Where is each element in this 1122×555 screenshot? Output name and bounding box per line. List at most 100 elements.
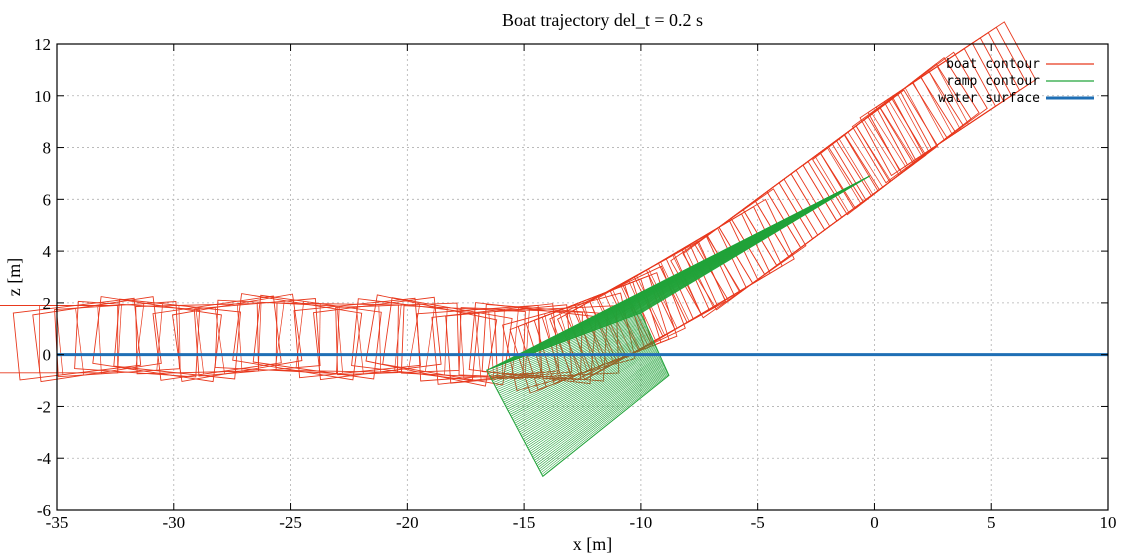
boat-contour-rib: [378, 305, 382, 374]
ramp-contour-line: [509, 337, 653, 413]
ramp-contour-line: [528, 359, 663, 451]
ramp-contour-line: [520, 350, 658, 435]
y-tick-label: 12: [34, 35, 51, 54]
boat-contour-rib: [336, 306, 343, 374]
ramp-contour-line: [508, 336, 652, 412]
ramp-contour-line: [510, 339, 654, 417]
x-axis-label: x [m]: [573, 534, 613, 554]
chart-title: Boat trajectory del_t = 0.2 s: [502, 10, 703, 30]
boat-contour-rib: [904, 87, 937, 146]
ramp-contour-line: [532, 363, 664, 458]
boat-contour-outline: [252, 294, 382, 380]
ramp-contour-line: [523, 353, 660, 440]
boat-contour-outline: [193, 298, 321, 377]
ramp-contour-line: [541, 374, 669, 475]
ramp-contour-line: [523, 354, 660, 442]
ramp-contour-line: [533, 364, 665, 459]
ramp-contour-line: [529, 360, 663, 452]
boat-contour-rib: [195, 307, 205, 375]
x-tick-label: 5: [987, 513, 996, 532]
y-tick-label: 6: [43, 190, 52, 209]
boat-contour-outline: [778, 107, 915, 240]
ramp-contour-line: [493, 320, 645, 383]
legend-label-boat-contour: boat contour: [946, 57, 1040, 72]
ramp-contour-line: [538, 370, 668, 470]
boat-contour-rib: [474, 312, 482, 380]
boat-contour-rib: [936, 66, 969, 125]
boat-contour-outline: [351, 298, 480, 382]
ramp-contour-line: [488, 315, 642, 375]
boat-contour-outline: [92, 296, 222, 383]
ramp-contour-line: [506, 334, 651, 408]
boat-contour-outline: [32, 296, 162, 383]
boat-contour-rib: [863, 119, 900, 176]
ramp-contour-line: [492, 319, 644, 382]
ramp-contour-line: [491, 318, 644, 380]
boat-contour-outline: [54, 301, 180, 378]
boat-contour-rib: [920, 77, 953, 136]
x-tick-label: -15: [513, 513, 536, 532]
boat-contour-rib: [511, 307, 519, 375]
ramp-contour-line: [509, 338, 653, 415]
boat-contour-rib: [501, 309, 505, 377]
boat-contour-rib: [871, 113, 908, 169]
y-tick-label: 0: [43, 346, 52, 365]
ramp-contour-line: [496, 324, 647, 390]
boat-contour-rib: [896, 93, 929, 152]
ramp-contour-line: [530, 361, 664, 454]
legend-label-water-surface: water surface: [938, 91, 1040, 106]
boat-contour-rib: [847, 131, 884, 188]
ramp-contour-line: [539, 372, 668, 472]
boat-contour-outline: [730, 142, 867, 275]
ramp-contour-outline: [485, 312, 670, 478]
ramp-contour-line: [519, 349, 658, 433]
legend-label-ramp-contour: ramp contour: [946, 74, 1040, 89]
boat-contour-rib: [814, 156, 849, 213]
ramp-contour-line: [500, 328, 649, 398]
boat-contour-rib: [75, 308, 85, 376]
boat-contour-rib: [318, 303, 321, 371]
ramp-contour-line: [514, 344, 656, 424]
ramp-contour-line: [515, 345, 656, 426]
ramp-contour-line: [505, 333, 651, 406]
ramp-contour-line: [640, 175, 870, 314]
ramp-contour-line: [525, 356, 661, 445]
boat-contour-outline: [899, 21, 1037, 150]
ramp-contour-line: [536, 367, 666, 465]
x-tick-label: -30: [162, 513, 185, 532]
y-tick-label: 2: [43, 294, 52, 313]
ramp-contour-line: [504, 332, 650, 405]
boat-contour-outline: [742, 134, 879, 267]
boat-contour-outline: [232, 293, 363, 381]
boat-contour-rib: [879, 107, 916, 163]
plot-frame: [56, 43, 1109, 511]
boat-contour-rib: [855, 125, 892, 182]
boat-contour-rib: [117, 304, 122, 372]
boat-contour-layer: [0, 21, 1037, 394]
boat-contour-outline: [113, 298, 241, 380]
ramp-contour-line: [494, 321, 645, 385]
boat-contour-rib: [356, 307, 364, 375]
boat-contour-rib: [394, 303, 402, 371]
x-tick-label: -20: [396, 513, 419, 532]
boat-contour-rib: [295, 301, 305, 369]
boat-contour-rib: [156, 303, 163, 371]
ramp-contour-line: [522, 352, 659, 438]
ramp-contour-line: [501, 329, 649, 399]
ramp-contour-line: [517, 347, 657, 429]
boat-contour-outline: [365, 294, 498, 387]
ramp-contour-line: [502, 330, 649, 401]
x-tick-label: 10: [1100, 513, 1117, 532]
y-tick-label: 10: [34, 87, 51, 106]
ramp-contour-line: [535, 366, 666, 463]
boat-contour-rib: [425, 305, 436, 372]
boat-contour-outline: [74, 300, 201, 378]
ramp-contour-line: [537, 369, 667, 468]
ramp-contour-line: [516, 346, 656, 428]
ramp-contour-line: [489, 316, 643, 376]
y-tick-label: -6: [37, 501, 51, 520]
boat-contour-outline: [171, 293, 303, 382]
boat-contour-outline: [851, 51, 988, 184]
